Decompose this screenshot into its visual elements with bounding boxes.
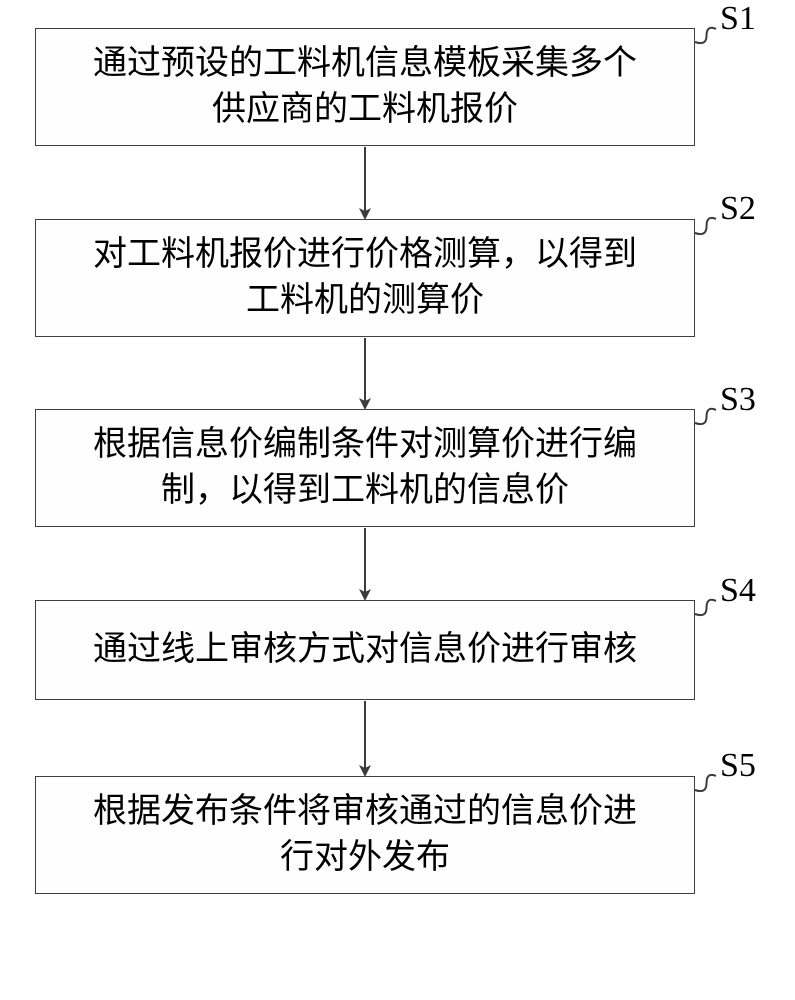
flow-label-n3: S3: [720, 381, 756, 419]
flow-node-n1: 通过预设的工料机信息模板采集多个 供应商的工料机报价: [35, 28, 695, 146]
flow-node-n4: 通过线上审核方式对信息价进行审核: [35, 600, 695, 700]
flow-label-n2: S2: [720, 190, 756, 228]
flow-label-n5: S5: [720, 747, 756, 785]
label-connector-n3: [695, 409, 716, 424]
flow-label-n1: S1: [720, 0, 756, 38]
label-connector-n1: [695, 28, 716, 43]
flow-node-n2: 对工料机报价进行价格测算，以得到 工料机的测算价: [35, 219, 695, 337]
label-connector-n5: [695, 775, 716, 791]
flowchart-canvas: 通过预设的工料机信息模板采集多个 供应商的工料机报价 S1 对工料机报价进行价格测算…: [0, 0, 795, 1000]
label-connector-n2: [695, 218, 716, 234]
label-connector-n4: [695, 600, 716, 615]
flow-node-n3: 根据信息价编制条件对测算价进行编 制，以得到工料机的信息价: [35, 409, 695, 527]
flow-node-n5: 根据发布条件将审核通过的信息价进 行对外发布: [35, 776, 695, 894]
flow-label-n4: S4: [720, 572, 756, 610]
